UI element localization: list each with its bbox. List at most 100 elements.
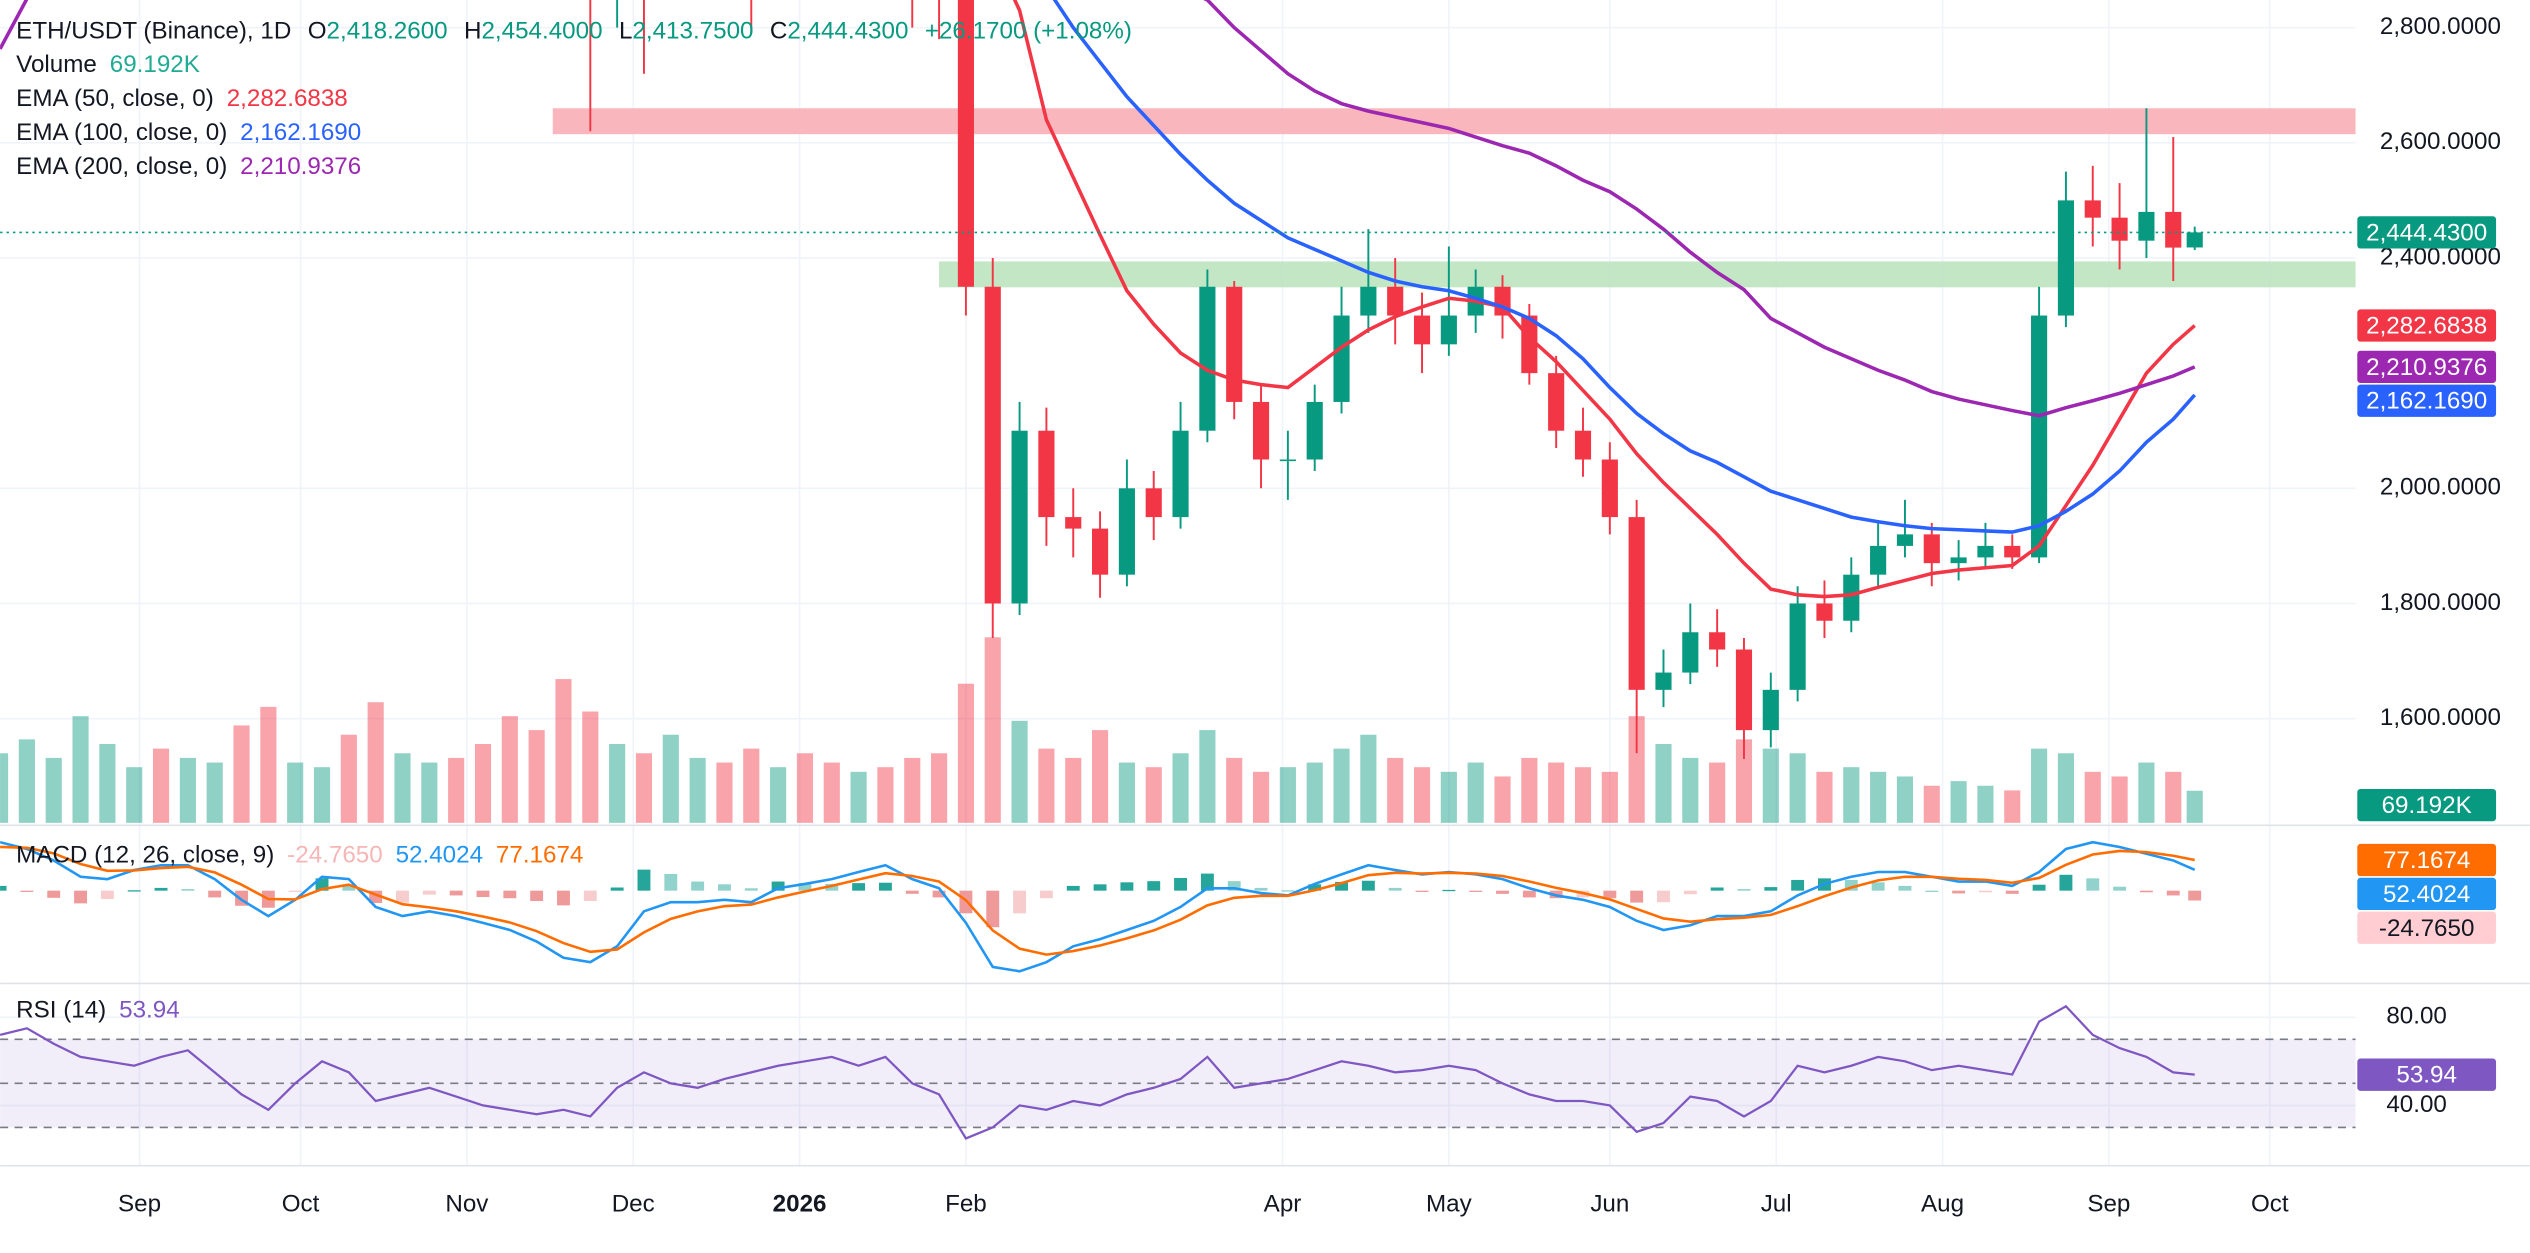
volume-bar bbox=[1413, 767, 1431, 823]
legend-value: 77.1674 bbox=[496, 842, 583, 869]
volume-bar bbox=[635, 753, 653, 823]
ema-line bbox=[0, 0, 2196, 418]
candle-body bbox=[1843, 574, 1860, 621]
candle-body bbox=[1655, 672, 1672, 690]
y-tick-label: 2,800.0000 bbox=[2380, 13, 2501, 40]
volume-bar bbox=[528, 730, 545, 823]
macd-histogram-bar bbox=[1013, 890, 1027, 914]
symbol-legend: ETH/USDT (Binance), 1D O2,418.2600 H2,45… bbox=[16, 18, 1132, 45]
ohlc-key: H bbox=[464, 18, 481, 45]
candle-body bbox=[2084, 200, 2101, 218]
volume-bar bbox=[313, 767, 331, 823]
signal-line bbox=[0, 845, 2195, 956]
macd-histogram-bar bbox=[288, 890, 302, 892]
volume-bar bbox=[72, 716, 89, 823]
volume-bar bbox=[1923, 785, 1940, 823]
ema-legend: EMA (200, close, 0) 2,210.9376 bbox=[16, 153, 361, 180]
volume-bar bbox=[823, 762, 840, 823]
y-tick-label: 2,600.0000 bbox=[2380, 128, 2501, 155]
candle-body bbox=[1628, 517, 1645, 690]
volume-bar bbox=[796, 753, 814, 823]
macd-histogram-bar bbox=[1925, 890, 1939, 892]
candle-body bbox=[1199, 286, 1216, 431]
macd-histogram-bar bbox=[1093, 884, 1107, 891]
candle-body bbox=[1440, 315, 1457, 345]
volume-bar bbox=[18, 739, 35, 823]
macd-histogram-bar bbox=[1522, 890, 1536, 898]
macd-histogram-bar bbox=[74, 890, 88, 904]
candle-body bbox=[1145, 488, 1162, 518]
macd-histogram-bar bbox=[1871, 882, 1885, 891]
macd-histogram-bar bbox=[1737, 889, 1751, 891]
macd-histogram-bar bbox=[1844, 879, 1858, 891]
macd-histogram-bar bbox=[2086, 878, 2100, 891]
macd-histogram-bar bbox=[342, 885, 356, 891]
volume-bar bbox=[609, 743, 626, 823]
legend-value: 52.4024 bbox=[396, 842, 483, 869]
macd-histogram-bar bbox=[852, 883, 866, 891]
volume-bar bbox=[1950, 781, 1967, 823]
x-tick-label: Aug bbox=[1921, 1191, 1964, 1218]
x-tick-label: May bbox=[1426, 1191, 1473, 1218]
macd-legend: MACD (12, 26, close, 9) -24.7650 52.4024 77… bbox=[16, 842, 583, 869]
x-tick-label: 2026 bbox=[773, 1191, 827, 1218]
macd-histogram-bar bbox=[20, 890, 34, 892]
candle-body bbox=[1038, 430, 1055, 518]
change-value: +26.1700 (+1.08%) bbox=[925, 18, 1132, 45]
volume-bar bbox=[2031, 748, 2048, 823]
legend-name: EMA (100, close, 0) bbox=[16, 119, 227, 146]
macd-histogram-bar bbox=[1335, 881, 1348, 891]
axes: Sep Oct Nov Dec 2026 Feb Apr May Jun Jul Aug Sep Oct… bbox=[118, 13, 2501, 1218]
macd-badge bbox=[2357, 877, 2497, 911]
y-tick-label: 2,000.0000 bbox=[2380, 474, 2501, 501]
x-tick-label: Feb bbox=[945, 1191, 987, 1218]
legend-value: 2,282.6838 bbox=[227, 85, 348, 112]
volume-bar bbox=[126, 767, 143, 823]
volume-badge-label: 69.192K bbox=[2382, 792, 2472, 819]
candle-body bbox=[2138, 211, 2155, 241]
macd-histogram-bar bbox=[878, 882, 892, 891]
macd-histogram-bar bbox=[1442, 889, 1456, 892]
volume-bar bbox=[1816, 771, 1833, 823]
rsi-badge bbox=[2357, 1058, 2497, 1091]
volume-bar bbox=[850, 771, 867, 823]
volume-bar bbox=[474, 743, 492, 823]
rsi-tick-label: 80.00 bbox=[2386, 1003, 2447, 1030]
volume-bar bbox=[421, 762, 438, 823]
candle-body bbox=[1279, 459, 1296, 462]
candle-body bbox=[1092, 528, 1109, 575]
price-pane bbox=[0, 0, 2356, 823]
volume-bar bbox=[689, 757, 706, 823]
candle-body bbox=[2057, 200, 2074, 316]
macd-histogram-bar bbox=[449, 890, 463, 896]
candle-body bbox=[1252, 401, 1270, 460]
rsi-legend: RSI (14) 53.94 bbox=[16, 997, 180, 1024]
macd-histogram-bar bbox=[1898, 885, 1912, 891]
candle-body bbox=[1816, 603, 1833, 621]
ohlc-value: 2,413.7500 bbox=[632, 18, 753, 45]
volume-bar bbox=[206, 762, 223, 823]
macd-histogram-bar bbox=[1764, 887, 1778, 891]
macd-histogram-bar bbox=[1683, 890, 1697, 895]
volume-bar bbox=[1252, 771, 1270, 823]
candle-body bbox=[1118, 488, 1135, 575]
x-tick-label: Jul bbox=[1761, 1191, 1792, 1218]
candle-body bbox=[1896, 534, 1914, 546]
macd-histogram-bar bbox=[1066, 885, 1080, 891]
candle-body bbox=[1387, 286, 1404, 316]
macd-histogram-bar bbox=[1361, 880, 1375, 891]
candle-body bbox=[2111, 217, 2128, 241]
volume-bar bbox=[582, 711, 599, 823]
macd-histogram-bar bbox=[1603, 890, 1617, 899]
legend-value: 69.192K bbox=[110, 52, 200, 79]
volume-bar bbox=[2186, 790, 2203, 823]
macd-histogram-bar bbox=[1710, 887, 1724, 891]
macd-line bbox=[0, 840, 2196, 973]
candle-body bbox=[1762, 689, 1779, 731]
volume-bar bbox=[2084, 771, 2101, 823]
macd-signal-badge bbox=[2357, 843, 2497, 877]
candle-body bbox=[1548, 373, 1565, 431]
candle-body bbox=[1977, 545, 1994, 558]
x-tick-label: Dec bbox=[612, 1191, 655, 1218]
macd-histogram-bar bbox=[2139, 890, 2153, 893]
